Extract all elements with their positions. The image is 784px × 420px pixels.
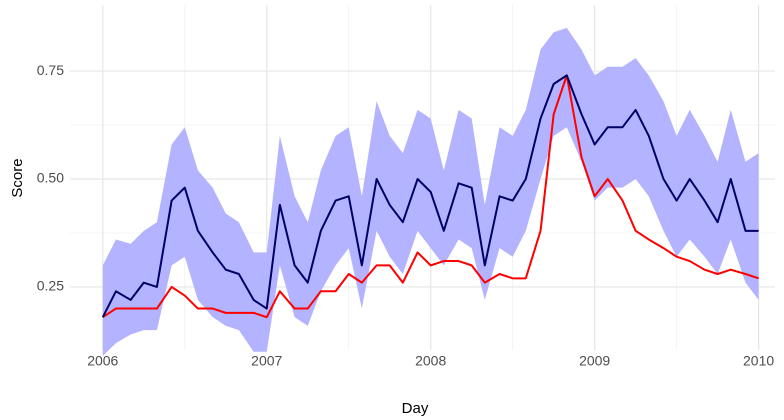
y-axis-title: Score — [9, 158, 26, 197]
y-tick-label: 0.75 — [37, 62, 64, 78]
y-tick-label: 0.50 — [37, 170, 64, 186]
y-tick-label: 0.25 — [37, 278, 64, 294]
x-tick-label: 2007 — [251, 353, 282, 369]
x-axis-title: Day — [402, 400, 429, 417]
x-tick-label: 2010 — [743, 353, 774, 369]
x-tick-label: 2008 — [415, 353, 446, 369]
x-tick-label: 2006 — [87, 353, 118, 369]
line — [102, 74, 759, 319]
line — [101, 74, 759, 318]
x-tick-label: 2009 — [579, 353, 610, 369]
